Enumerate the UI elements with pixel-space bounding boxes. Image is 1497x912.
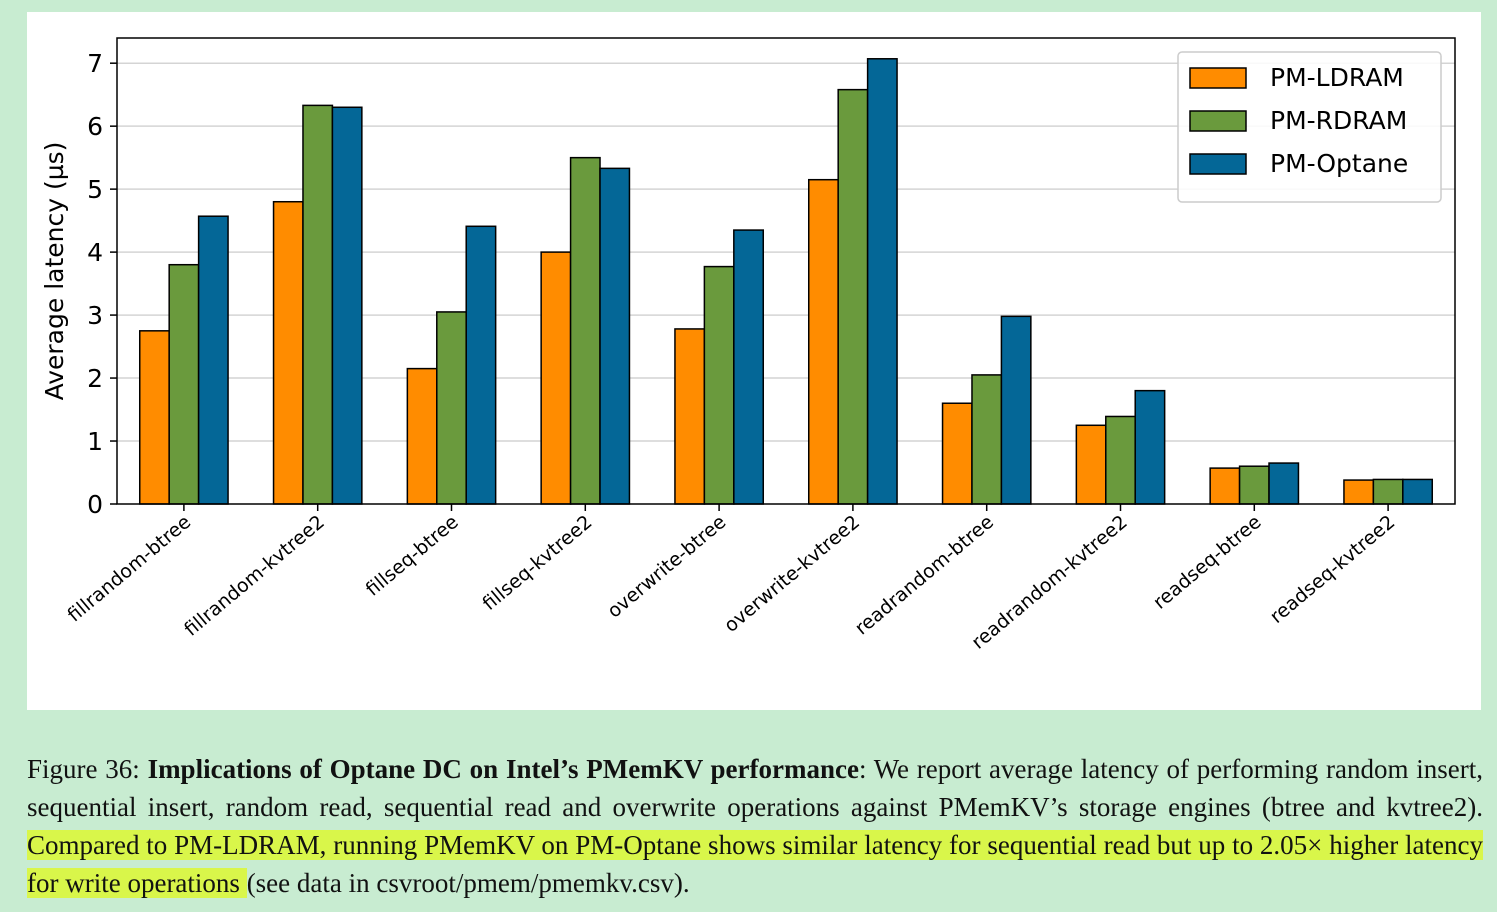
legend-label: PM-Optane xyxy=(1270,149,1408,178)
x-tick-label: fillrandom-btree xyxy=(63,511,195,626)
bar xyxy=(138,330,170,505)
bar xyxy=(807,178,839,505)
bar xyxy=(1075,424,1107,505)
bar xyxy=(540,251,572,505)
x-tick-label: fillrandom-kvtree2 xyxy=(180,511,329,641)
bar xyxy=(703,265,735,505)
bar xyxy=(1268,462,1300,505)
x-tick-label: readseq-btree xyxy=(1149,511,1265,614)
x-tick-label: fillseq-kvtree2 xyxy=(479,511,597,615)
y-tick-label: 6 xyxy=(87,112,103,141)
bar xyxy=(1105,415,1136,505)
y-tick-label: 7 xyxy=(87,49,103,78)
bar xyxy=(1209,467,1241,505)
bar xyxy=(569,156,601,505)
y-tick-label: 0 xyxy=(87,490,103,519)
x-tick-label: overwrite-btree xyxy=(603,511,730,623)
bar xyxy=(866,58,898,505)
y-tick-label: 1 xyxy=(87,427,103,456)
x-tick-label: readrandom-btree xyxy=(851,511,998,639)
figure-caption: Figure 36: Implications of Optane DC on … xyxy=(27,750,1483,902)
bar xyxy=(1134,389,1166,505)
caption-highlighted-text: Compared to PM-LDRAM, running PMemKV on … xyxy=(27,830,1483,898)
y-axis-label: Average latency (µs) xyxy=(40,142,69,401)
caption-body: : We report average latency of performin… xyxy=(27,754,1483,822)
bar xyxy=(197,215,229,505)
plot-frame xyxy=(116,37,1456,505)
bar xyxy=(1000,315,1032,505)
bar xyxy=(331,106,363,505)
bar xyxy=(465,225,497,505)
caption-bold-title: Implications of Optane DC on Intel’s PMe… xyxy=(147,754,859,784)
bar xyxy=(1402,478,1434,505)
bar xyxy=(272,200,304,505)
bar-chart: 0 1 2 3 4 5 6 7 Average latency (µs) fillrandom-b… xyxy=(40,37,1456,654)
bar xyxy=(733,229,765,505)
y-tick-label: 3 xyxy=(87,301,103,330)
bar xyxy=(168,263,200,505)
legend-swatch xyxy=(1189,153,1247,175)
y-tick-label: 4 xyxy=(87,238,103,267)
chart-panel: 0 1 2 3 4 5 6 7 Average latency (µs) fillrandom-b… xyxy=(27,12,1481,710)
x-tick-label: fillseq-btree xyxy=(362,511,463,601)
x-tick-label: overwrite-kvtree2 xyxy=(720,511,864,637)
caption-tail: (see data in csvroot/pmem/pmemkv.csv). xyxy=(246,868,690,898)
bar xyxy=(1238,465,1270,505)
caption-figure-label: Figure 36: xyxy=(27,754,148,784)
bar xyxy=(406,367,438,505)
legend-swatch xyxy=(1189,67,1247,89)
legend-label: PM-LDRAM xyxy=(1270,63,1404,92)
bar xyxy=(941,402,973,505)
x-tick-label: readseq-kvtree2 xyxy=(1266,511,1400,628)
bar xyxy=(837,88,869,505)
bar xyxy=(1343,479,1375,505)
legend-label: PM-RDRAM xyxy=(1270,106,1407,135)
bar xyxy=(302,104,334,505)
y-tick-label: 2 xyxy=(87,364,103,393)
legend-swatch xyxy=(1189,110,1247,132)
bar xyxy=(971,374,1003,505)
bar xyxy=(436,311,467,505)
bar xyxy=(674,328,706,505)
bar xyxy=(599,167,631,505)
bar xyxy=(1372,478,1404,505)
y-tick-label: 5 xyxy=(87,175,103,204)
